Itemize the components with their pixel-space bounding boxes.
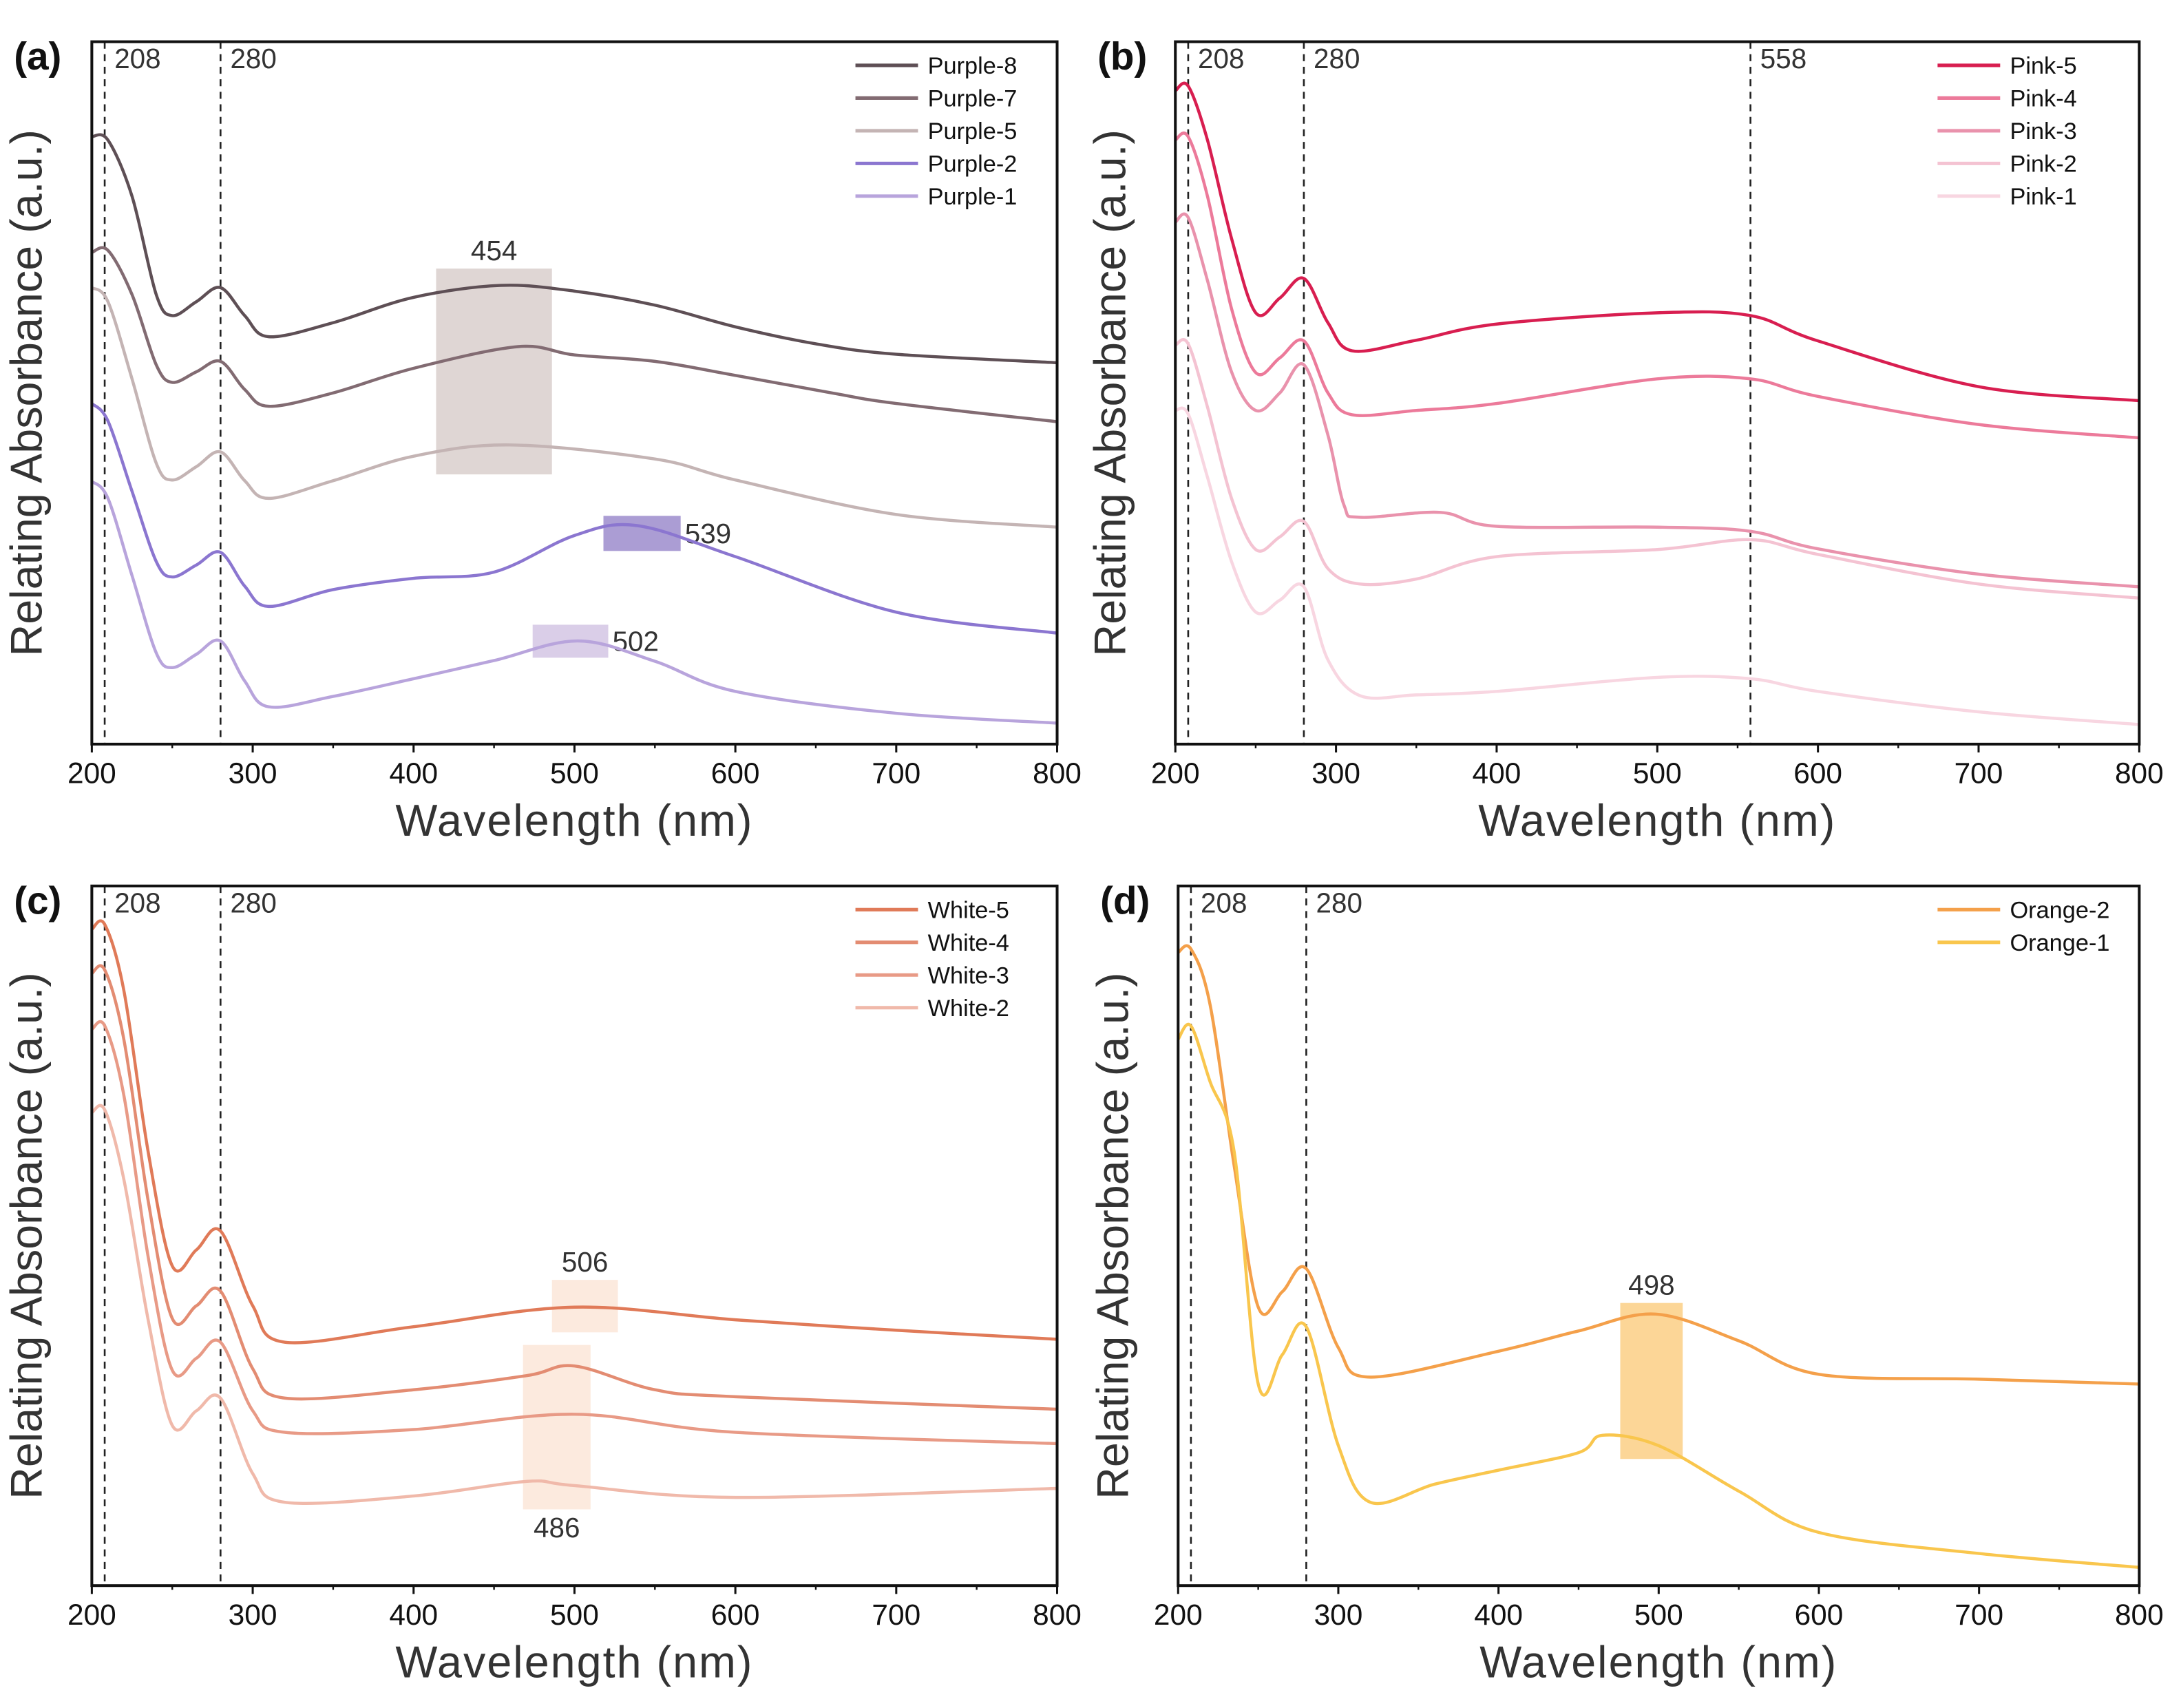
x-tick-label: 200 xyxy=(67,757,116,789)
y-axis-label: Relating Absorbance (a.u.) xyxy=(1,972,52,1499)
series-line-pink-5 xyxy=(1174,81,2140,403)
x-tick-label: 600 xyxy=(1793,757,1842,789)
series-line-purple-8 xyxy=(91,133,1057,365)
panel-label: (b) xyxy=(1097,34,1147,78)
legend-label: White-3 xyxy=(928,962,1009,989)
x-tick-label: 800 xyxy=(2115,757,2164,789)
x-tick-label: 700 xyxy=(1955,1599,2003,1631)
x-tick-label: 800 xyxy=(1033,1599,1082,1631)
legend-label: Pink-1 xyxy=(2010,184,2076,210)
reference-line-label: 208 xyxy=(114,43,160,74)
legend-label: Pink-4 xyxy=(2010,86,2076,112)
series-line-pink-1 xyxy=(1174,406,2140,726)
highlight-box xyxy=(436,268,552,475)
x-tick-label: 400 xyxy=(389,757,438,789)
y-axis-label: Relating Absorbance (a.u.) xyxy=(1088,972,1138,1499)
x-tick-label: 300 xyxy=(1314,1599,1363,1631)
legend-label: Purple-2 xyxy=(928,151,1018,178)
series-line-pink-4 xyxy=(1174,131,2140,440)
series-line-white-4 xyxy=(90,964,1057,1411)
panel-label: (c) xyxy=(14,878,61,922)
series-line-purple-1 xyxy=(90,480,1057,725)
x-tick-label: 500 xyxy=(1633,757,1682,789)
legend-label: Purple-1 xyxy=(928,184,1018,210)
x-tick-label: 500 xyxy=(550,757,599,789)
series-line-pink-2 xyxy=(1174,338,2140,600)
x-tick-label: 400 xyxy=(1473,757,1521,789)
x-tick-label: 200 xyxy=(67,1599,116,1631)
chart-panel-d: 498 208 280 Orange-2 Orange-1 200 300 400 500 600… xyxy=(1088,878,2164,1687)
x-axis-label: Wavelength (nm) xyxy=(1478,795,1836,845)
x-tick-label: 300 xyxy=(229,757,277,789)
x-tick-label: 200 xyxy=(1151,757,1200,789)
chart-panel-c: 506 486 208 280 White-5 White-4 White-3 White-2… xyxy=(1,878,1082,1687)
reference-line-label: 208 xyxy=(114,887,160,918)
highlight-label: 486 xyxy=(534,1512,580,1543)
highlight-label: 506 xyxy=(562,1246,608,1278)
x-tick-label: 700 xyxy=(872,1599,920,1631)
x-axis-label: Wavelength (nm) xyxy=(395,1637,753,1687)
legend-label: Pink-2 xyxy=(2010,151,2076,178)
x-tick-label: 500 xyxy=(1634,1599,1683,1631)
series-line-purple-7 xyxy=(91,246,1057,423)
x-tick-label: 800 xyxy=(1033,757,1082,789)
series-line-white-5 xyxy=(90,919,1057,1345)
reference-line-label: 280 xyxy=(1314,43,1360,74)
panel-label: (a) xyxy=(14,34,61,78)
chart-panel-a: 454 539 502 208 280 Purple-8 Purple-7 Purple-5 P… xyxy=(1,34,1082,845)
plot-frame xyxy=(1177,884,2141,1588)
highlight-label: 454 xyxy=(471,235,517,266)
chart-panel-b: 208 280 558 Pink-5 Pink-4 Pink-3 Pink-2 Pink-1 2… xyxy=(1085,34,2164,845)
legend-label: Pink-5 xyxy=(2010,53,2076,79)
x-tick-label: 500 xyxy=(550,1599,599,1631)
reference-line-label: 280 xyxy=(230,43,276,74)
x-tick-label: 600 xyxy=(1795,1599,1844,1631)
legend-label: White-5 xyxy=(928,897,1009,923)
highlight-label: 539 xyxy=(685,518,731,549)
x-tick-label: 600 xyxy=(711,757,760,789)
legend-label: Orange-1 xyxy=(2010,930,2109,956)
legend-label: White-2 xyxy=(928,995,1009,1022)
x-tick-label: 400 xyxy=(1474,1599,1523,1631)
y-axis-label: Relating Absorbance (a.u.) xyxy=(1085,129,1135,656)
series-line-orange-1 xyxy=(1177,1022,2140,1569)
reference-line-label: 280 xyxy=(230,887,276,918)
series-line-purple-5 xyxy=(90,286,1057,529)
x-tick-label: 300 xyxy=(1311,757,1360,789)
legend-label: White-4 xyxy=(928,930,1009,956)
y-axis-label: Relating Absorbance (a.u.) xyxy=(1,129,52,656)
series-line-white-2 xyxy=(91,1104,1057,1506)
x-tick-label: 300 xyxy=(229,1599,277,1631)
legend-label: Purple-5 xyxy=(928,118,1018,145)
x-tick-label: 700 xyxy=(872,757,920,789)
x-tick-label: 700 xyxy=(1955,757,2003,789)
x-tick-label: 400 xyxy=(389,1599,438,1631)
panel-label: (d) xyxy=(1100,878,1150,922)
legend-label: Purple-8 xyxy=(928,53,1018,79)
x-axis-label: Wavelength (nm) xyxy=(1479,1637,1837,1687)
series-line-pink-3 xyxy=(1174,212,2140,589)
series-line-purple-2 xyxy=(90,402,1057,635)
x-axis-label: Wavelength (nm) xyxy=(395,795,753,845)
highlight-label: 498 xyxy=(1628,1269,1674,1301)
reference-line-label: 280 xyxy=(1316,887,1362,918)
legend-label: Pink-3 xyxy=(2010,118,2076,145)
x-tick-label: 800 xyxy=(2115,1599,2164,1631)
highlight-box xyxy=(1620,1303,1683,1459)
reference-line-label: 208 xyxy=(1201,887,1247,918)
x-tick-label: 200 xyxy=(1154,1599,1203,1631)
series-line-white-3 xyxy=(90,1020,1057,1446)
reference-line-label: 558 xyxy=(1760,43,1806,74)
highlight-label: 502 xyxy=(613,626,659,657)
legend-label: Orange-2 xyxy=(2010,897,2109,923)
legend-label: Purple-7 xyxy=(928,86,1018,112)
reference-line-label: 208 xyxy=(1198,43,1244,74)
x-tick-label: 600 xyxy=(711,1599,760,1631)
